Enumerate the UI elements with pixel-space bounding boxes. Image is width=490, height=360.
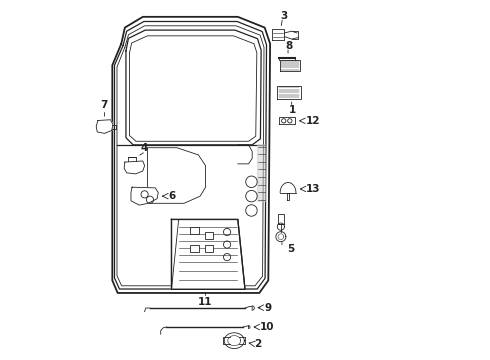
Polygon shape	[172, 220, 245, 289]
Text: 7: 7	[101, 100, 108, 111]
Text: 4: 4	[141, 143, 148, 153]
Text: 11: 11	[197, 297, 212, 307]
Text: 6: 6	[168, 191, 175, 201]
Polygon shape	[124, 161, 145, 174]
Polygon shape	[96, 120, 113, 134]
Text: 1: 1	[289, 105, 296, 115]
Text: 5: 5	[287, 244, 294, 254]
Bar	[205, 232, 214, 239]
Text: 3: 3	[280, 11, 287, 21]
Text: 2: 2	[254, 338, 261, 348]
Text: 9: 9	[265, 303, 272, 313]
Text: 13: 13	[306, 184, 320, 194]
Text: 8: 8	[286, 41, 293, 50]
Bar	[191, 244, 199, 252]
Text: 10: 10	[260, 322, 274, 332]
Polygon shape	[131, 187, 158, 205]
Polygon shape	[258, 145, 266, 202]
Bar	[205, 244, 214, 252]
Text: 12: 12	[306, 116, 320, 126]
Bar	[191, 226, 199, 234]
